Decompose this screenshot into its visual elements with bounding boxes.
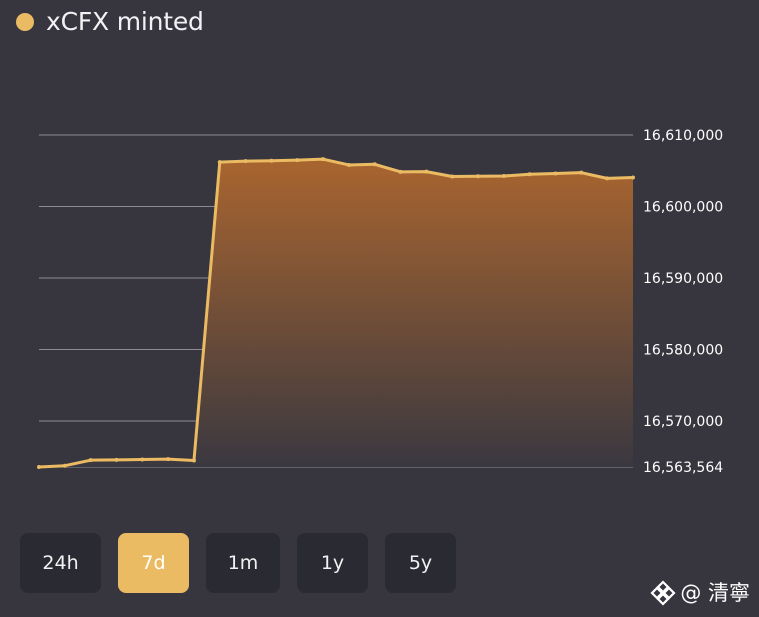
data-point[interactable] (527, 172, 532, 177)
data-point[interactable] (553, 171, 558, 176)
data-point[interactable] (88, 458, 93, 463)
watermark: @ 清寧 (650, 580, 750, 606)
data-point[interactable] (424, 169, 429, 174)
data-point[interactable] (37, 465, 41, 470)
range-24h-button[interactable]: 24h (20, 533, 101, 593)
data-point[interactable] (579, 170, 584, 175)
y-tick-label: 16,590,000 (643, 271, 723, 287)
data-points (37, 157, 635, 470)
data-point[interactable] (476, 174, 481, 179)
data-point[interactable] (191, 458, 196, 463)
series-line (37, 157, 635, 469)
data-point[interactable] (450, 174, 455, 179)
data-point[interactable] (217, 160, 222, 165)
y-tick-label: 16,580,000 (643, 343, 723, 359)
y-tick-label: 16,600,000 (643, 200, 723, 216)
data-point[interactable] (321, 157, 326, 162)
data-point[interactable] (269, 158, 274, 163)
data-point[interactable] (346, 162, 351, 167)
y-axis-labels: 16,610,000 16,600,000 16,590,000 16,580,000… (643, 128, 723, 476)
data-point[interactable] (372, 162, 377, 167)
area-fill (39, 159, 633, 468)
y-tick-label: 16,563,564 (643, 460, 723, 476)
data-point[interactable] (140, 457, 145, 462)
data-point[interactable] (631, 175, 635, 180)
range-5y-button[interactable]: 5y (385, 533, 456, 593)
watermark-text: @ 清寧 (680, 580, 750, 605)
data-point[interactable] (166, 457, 171, 462)
range-1m-button[interactable]: 1m (206, 533, 280, 593)
range-1y-button[interactable]: 1y (297, 533, 368, 593)
data-point[interactable] (398, 169, 403, 174)
data-point[interactable] (114, 457, 119, 462)
diamond-logo-icon (650, 580, 676, 606)
data-point[interactable] (605, 176, 610, 181)
data-point[interactable] (62, 463, 67, 468)
legend-dot (16, 13, 34, 31)
chart-header: xCFX minted (16, 7, 204, 37)
range-7d-button[interactable]: 7d (118, 533, 189, 593)
time-range-selector: 24h 7d 1m 1y 5y (20, 533, 473, 593)
chart-title: xCFX minted (46, 7, 204, 36)
data-point[interactable] (501, 174, 506, 179)
y-tick-label: 16,570,000 (643, 414, 723, 430)
y-tick-label: 16,610,000 (643, 128, 723, 144)
data-point[interactable] (243, 159, 248, 164)
data-point[interactable] (295, 158, 300, 163)
